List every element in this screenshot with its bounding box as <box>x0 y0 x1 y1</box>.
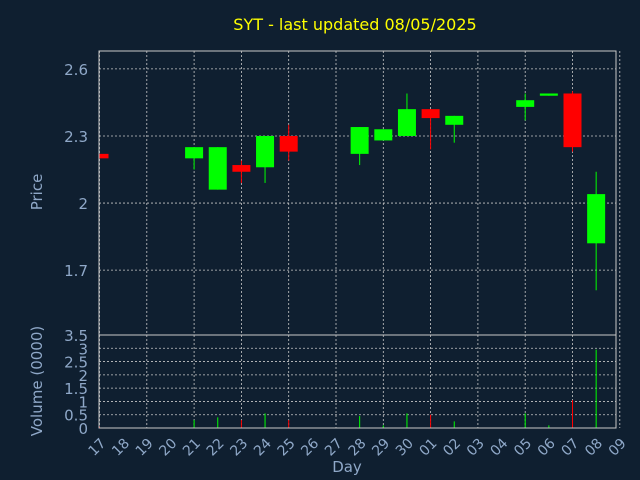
volume-tick-label: 3.5 <box>64 327 88 345</box>
candle-body <box>421 109 440 119</box>
candle-body <box>539 93 558 96</box>
candle-body <box>185 147 204 159</box>
price-axis: 1.7 2 2.3 2.6 <box>64 61 88 280</box>
candle-body <box>256 135 275 168</box>
volume-axis: 00.511.522.533.5 <box>64 327 88 438</box>
candle-body <box>516 100 535 107</box>
price-tick-label: 1.7 <box>64 262 88 280</box>
candle-body <box>563 93 582 148</box>
price-candles <box>99 91 606 291</box>
candle-body <box>397 109 416 136</box>
x-axis-label: Day <box>332 458 362 476</box>
candle-body <box>99 153 109 159</box>
volume-bars <box>99 349 597 428</box>
volume-tick-label: 1 <box>78 393 88 411</box>
candle-body <box>232 165 251 172</box>
candle-body <box>279 135 298 152</box>
price-grid <box>99 51 621 335</box>
volume-axis-label: Volume (0000) <box>28 326 46 436</box>
price-tick-label: 2 <box>78 195 88 213</box>
candle-body <box>587 194 606 244</box>
candle-body <box>208 147 227 190</box>
price-tick-label: 2.3 <box>64 128 88 146</box>
price-tick-label: 2.6 <box>64 61 88 79</box>
volume-tick-label: 0 <box>78 420 88 438</box>
volume-tick-label: 1.5 <box>64 380 88 398</box>
volume-tick-label: 0.5 <box>64 407 88 425</box>
candle-body <box>350 127 369 154</box>
volume-tick-label: 2 <box>78 367 88 385</box>
volume-tick-label: 3 <box>78 340 88 358</box>
candle-body <box>445 115 464 125</box>
volume-plot-frame <box>98 334 617 429</box>
price-axis-label: Price <box>28 174 46 211</box>
volume-tick-label: 2.5 <box>64 354 88 372</box>
x-axis: 17 18 19 20 21 22 23 24 25 26 27 28 29 30 01 02 03 04 05 06… <box>85 436 629 460</box>
chart-title: SYT - last updated 08/05/2025 <box>233 15 476 34</box>
candle-body <box>374 129 393 141</box>
